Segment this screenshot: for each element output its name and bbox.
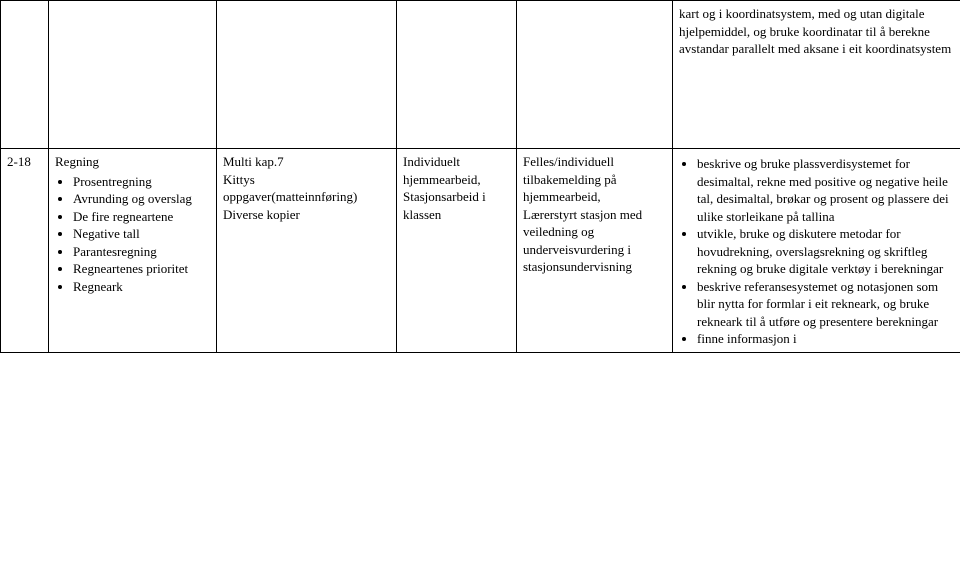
list-item: Prosentregning bbox=[73, 173, 210, 191]
list-item: Negative tall bbox=[73, 225, 210, 243]
list-item: Avrunding og overslag bbox=[73, 190, 210, 208]
week-range: 2-18 bbox=[7, 154, 31, 169]
list-item: beskrive referansesystemet og notasjonen… bbox=[697, 278, 954, 331]
cell-week-top bbox=[1, 1, 49, 149]
goals-list: beskrive og bruke plassverdisystemet for… bbox=[679, 155, 954, 348]
materials-line: Kittys oppgaver(matteinnføring) bbox=[223, 171, 390, 206]
curriculum-table: kart og i koordinatsystem, med og utan d… bbox=[0, 0, 960, 353]
method-line: Individuelt hjemmearbeid, bbox=[403, 153, 510, 188]
cell-method-top bbox=[397, 1, 517, 149]
cell-materials: Multi kap.7 Kittys oppgaver(matteinnføri… bbox=[217, 149, 397, 353]
table-row: 2-18 Regning Prosentregning Avrunding og… bbox=[1, 149, 960, 353]
table-row: kart og i koordinatsystem, med og utan d… bbox=[1, 1, 960, 149]
list-item: Regneark bbox=[73, 278, 210, 296]
cell-topic-top bbox=[49, 1, 217, 149]
cell-week: 2-18 bbox=[1, 149, 49, 353]
list-item: beskrive og bruke plassverdisystemet for… bbox=[697, 155, 954, 225]
list-item: Parantesregning bbox=[73, 243, 210, 261]
cell-materials-top bbox=[217, 1, 397, 149]
list-item: De fire regneartene bbox=[73, 208, 210, 226]
cell-topic: Regning Prosentregning Avrunding og over… bbox=[49, 149, 217, 353]
cell-goals: beskrive og bruke plassverdisystemet for… bbox=[673, 149, 960, 353]
list-item: utvikle, bruke og diskutere metodar for … bbox=[697, 225, 954, 278]
topic-heading: Regning bbox=[55, 154, 99, 169]
assessment-line: Lærerstyrt stasjon med veiledning og und… bbox=[523, 206, 666, 276]
method-line: Stasjonsarbeid i klassen bbox=[403, 188, 510, 223]
goal-continuation-text: kart og i koordinatsystem, med og utan d… bbox=[679, 6, 951, 56]
cell-goals-top: kart og i koordinatsystem, med og utan d… bbox=[673, 1, 960, 149]
list-item: finne informasjon i bbox=[697, 330, 954, 348]
assessment-line: Felles/individuell tilbakemelding på hje… bbox=[523, 153, 666, 206]
cell-assessment: Felles/individuell tilbakemelding på hje… bbox=[517, 149, 673, 353]
materials-line: Multi kap.7 bbox=[223, 153, 390, 171]
topic-list: Prosentregning Avrunding og overslag De … bbox=[55, 173, 210, 296]
cell-assessment-top bbox=[517, 1, 673, 149]
materials-line: Diverse kopier bbox=[223, 206, 390, 224]
cell-method: Individuelt hjemmearbeid, Stasjonsarbeid… bbox=[397, 149, 517, 353]
list-item: Regneartenes prioritet bbox=[73, 260, 210, 278]
